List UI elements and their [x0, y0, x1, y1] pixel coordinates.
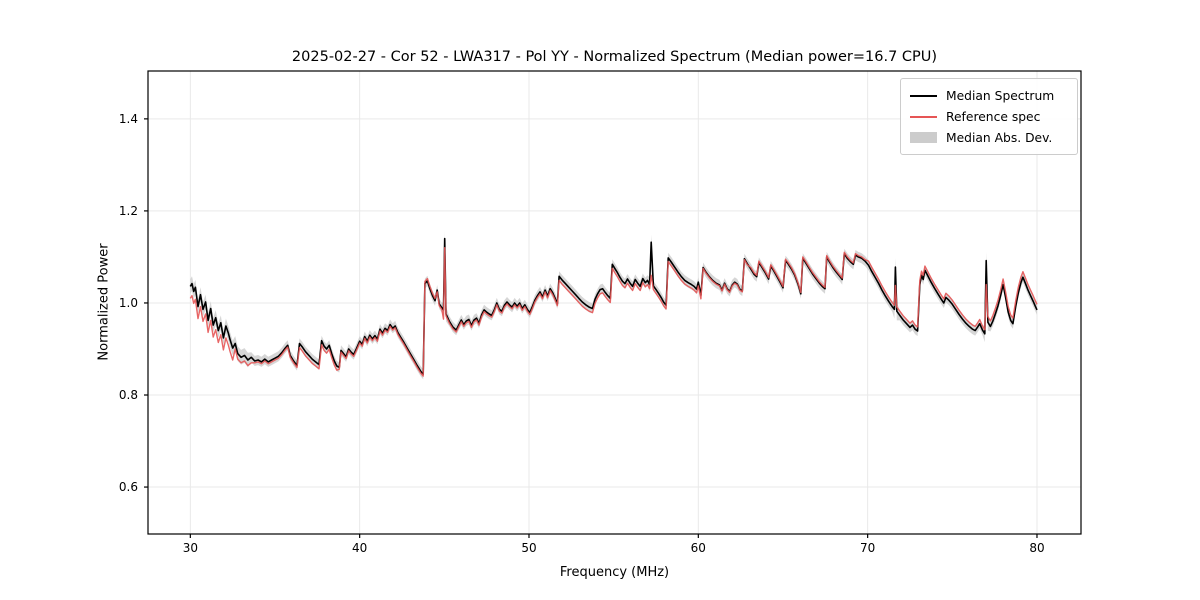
legend-label: Median Spectrum: [946, 88, 1055, 103]
x-tick-label: 30: [182, 541, 198, 555]
legend-label: Reference spec: [946, 109, 1041, 124]
x-axis-label: Frequency (MHz): [559, 565, 670, 580]
median-spectrum-line: [189, 237, 1038, 376]
y-tick-label: 0.6: [118, 480, 138, 495]
x-tick-label: 40: [352, 541, 368, 555]
y-tick-label: 1.4: [118, 111, 138, 126]
reference-spec-line-icon: [910, 115, 937, 118]
legend-entry-median-spectrum: Median Spectrum: [910, 85, 1067, 106]
legend: Median Spectrum Reference spec Median Ab…: [900, 78, 1078, 155]
legend-entry-median-abs-dev: Median Abs. Dev.: [910, 127, 1067, 148]
legend-label: Median Abs. Dev.: [946, 130, 1053, 145]
x-tick-label: 80: [1029, 541, 1045, 555]
median-spectrum-line-icon: [910, 94, 937, 97]
mad-patch-icon: [910, 132, 937, 143]
reference-spec-line: [189, 247, 1038, 377]
y-tick-label: 1.2: [118, 203, 138, 218]
mad-band: [190, 231, 1038, 380]
x-tick-label: 70: [860, 541, 876, 555]
legend-entry-reference-spec: Reference spec: [910, 106, 1067, 127]
x-tick-label: 50: [521, 541, 537, 555]
y-tick-label: 1.0: [118, 295, 138, 310]
x-tick-label: 60: [690, 541, 706, 555]
chart-title: 2025-02-27 - Cor 52 - LWA317 - Pol YY - …: [291, 49, 938, 65]
y-tick-label: 0.8: [118, 388, 138, 402]
